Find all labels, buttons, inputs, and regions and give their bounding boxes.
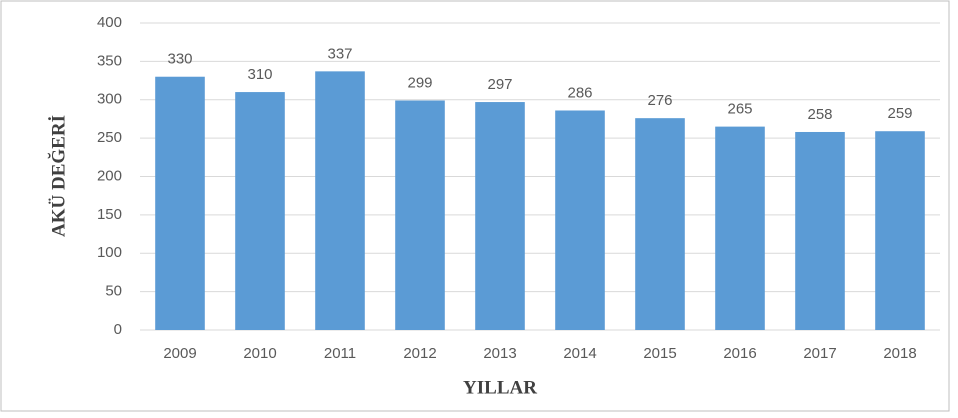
x-tick-label: 2014 (563, 345, 596, 362)
y-tick-label: 50 (105, 283, 122, 300)
bar (315, 71, 365, 330)
bar (235, 92, 285, 330)
x-tick-label: 2017 (803, 345, 836, 362)
bar (715, 126, 765, 330)
x-tick-label: 2013 (483, 345, 516, 362)
y-tick-label: 400 (97, 14, 122, 31)
bar (555, 110, 605, 331)
data-label: 259 (887, 105, 912, 122)
y-tick-label: 100 (97, 244, 122, 261)
y-tick-label: 0 (114, 321, 122, 338)
bar (795, 131, 845, 330)
data-label: 258 (807, 106, 832, 123)
data-label: 330 (167, 51, 192, 68)
data-label: 276 (647, 92, 672, 109)
x-axis-title: YILLAR (463, 377, 537, 398)
x-tick-label: 2018 (883, 345, 916, 362)
y-axis-title: AKÜ DEĞERİ (47, 115, 69, 237)
bar (155, 76, 205, 330)
data-label: 337 (327, 45, 352, 62)
bar (875, 131, 925, 330)
y-tick-label: 350 (97, 52, 122, 69)
y-tick-label: 250 (97, 129, 122, 146)
bar (475, 102, 525, 331)
y-tick-label: 200 (97, 167, 122, 184)
x-tick-label: 2016 (723, 345, 756, 362)
x-tick-label: 2012 (403, 345, 436, 362)
x-tick-label: 2015 (643, 345, 676, 362)
bar (635, 118, 685, 330)
data-label: 299 (407, 74, 432, 91)
data-label: 297 (487, 76, 512, 93)
y-tick-label: 150 (97, 206, 122, 223)
data-label: 310 (247, 66, 272, 83)
x-tick-label: 2009 (163, 345, 196, 362)
data-label: 286 (567, 84, 592, 101)
data-label: 265 (727, 101, 752, 118)
x-tick-label: 2011 (324, 345, 356, 362)
x-tick-label: 2010 (243, 345, 276, 362)
y-tick-label: 300 (97, 91, 122, 108)
bar (395, 100, 445, 330)
